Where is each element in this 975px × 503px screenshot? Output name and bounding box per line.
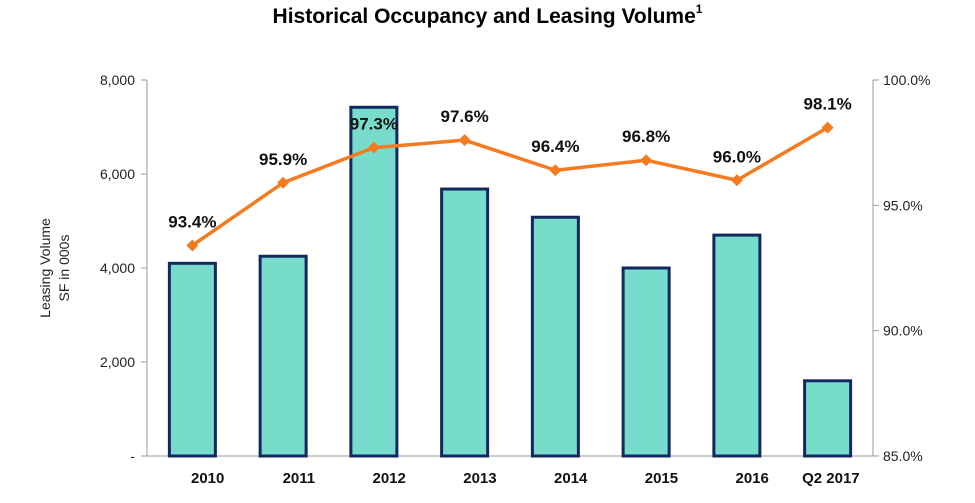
y2-tick-label: 95.0% — [883, 197, 923, 213]
chart-title: Historical Occupancy and Leasing Volume1 — [0, 2, 975, 29]
bar — [440, 187, 490, 458]
occupancy-point — [367, 141, 380, 154]
x-tick-label: 2014 — [554, 470, 588, 487]
occupancy-point — [458, 134, 471, 147]
occupancy-data-label: 96.0% — [713, 147, 761, 166]
chart-title-text: Historical Occupancy and Leasing Volume — [272, 5, 696, 28]
y-axis-label: Leasing Volume SF in 000s — [37, 218, 72, 318]
occupancy-data-label: 93.4% — [168, 212, 216, 231]
y-tick-label: 8,000 — [100, 72, 135, 88]
y-tick-label: 6,000 — [100, 166, 135, 182]
labels: 2010 2011 2012 2013 2014 2015 2016 Q2 2017 93.4%… — [168, 95, 859, 487]
occupancy-data-label: 98.1% — [804, 95, 852, 114]
occupancy-line — [186, 121, 834, 252]
occupancy-data-label: 97.3% — [350, 115, 398, 134]
y-tick-label: 2,000 — [100, 354, 135, 370]
y-tick-label: 4,000 — [100, 260, 135, 276]
bar — [258, 254, 308, 458]
x-tick-label: 2015 — [645, 470, 678, 487]
occupancy-point — [640, 154, 653, 167]
y2-tick-label: 90.0% — [883, 323, 923, 339]
y2-tick-label: 100.0% — [883, 72, 930, 88]
occupancy-point — [549, 164, 562, 177]
chart-title-footnote: 1 — [695, 2, 703, 16]
occupancy-point — [277, 176, 290, 189]
bar — [167, 261, 217, 458]
x-tick-label: 2016 — [736, 470, 769, 487]
occupancy-point — [821, 121, 834, 134]
x-tick-label: 2011 — [283, 470, 316, 487]
x-tick-label: 2013 — [463, 470, 496, 487]
occupancy-data-label: 95.9% — [259, 150, 307, 169]
x-tick-label: 2010 — [191, 470, 224, 487]
occupancy-data-label: 97.6% — [441, 107, 489, 126]
y2-tick-label: 85.0% — [883, 448, 923, 464]
occupancy-point — [186, 239, 199, 252]
occupancy-data-label: 96.4% — [531, 137, 579, 156]
y-axis-label-line: Leasing Volume — [37, 218, 53, 318]
occupancy-series-line — [191, 126, 829, 247]
occupancy-data-label: 96.8% — [622, 127, 670, 146]
axes: - 2,000 4,000 6,000 8,000 85.0% 90.0% 95.0% 100.… — [37, 72, 930, 464]
bar — [349, 105, 399, 458]
occupancy-point — [730, 174, 743, 187]
y-axis-label-line: SF in 000s — [56, 235, 72, 302]
bar — [621, 266, 671, 458]
x-tick-label: Q2 2017 — [802, 470, 860, 487]
x-tick-label: 2012 — [373, 470, 406, 487]
y-tick-label: - — [130, 448, 135, 464]
bar — [712, 233, 762, 458]
bar — [803, 379, 853, 458]
bar — [530, 215, 580, 458]
bars — [167, 105, 853, 458]
